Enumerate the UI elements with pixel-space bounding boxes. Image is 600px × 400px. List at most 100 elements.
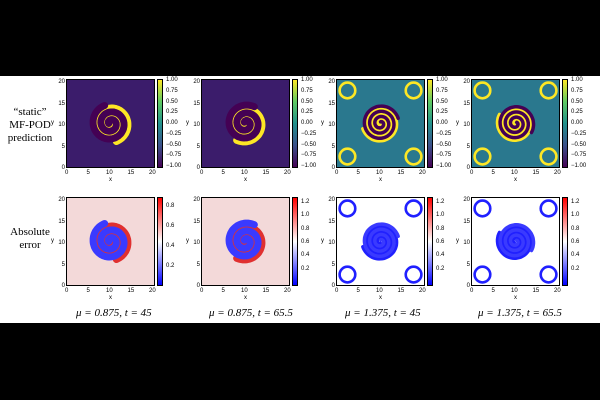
x-tick-label: 10: [376, 288, 383, 294]
prediction-heatmap: [337, 80, 424, 167]
x-tick-label: 10: [106, 288, 113, 294]
y-tick-label: 0: [466, 165, 470, 171]
x-tick-label: 15: [127, 288, 135, 294]
x-tick-label: 0: [470, 288, 474, 294]
x-tick-label: 10: [241, 288, 248, 294]
y-tick-label: 5: [61, 261, 65, 268]
error-heatmap: [337, 198, 424, 285]
colorbar-tick-label: 0.4: [166, 243, 175, 249]
colorbar-tick-label: −0.25: [436, 130, 452, 137]
y-tick-label: 5: [196, 143, 200, 150]
x-tick-label: 20: [284, 288, 291, 294]
x-tick-label: 15: [262, 170, 270, 176]
x-tick-label: 5: [356, 288, 360, 294]
colorbar-tick-label: 0.75: [436, 87, 448, 94]
colorbar-tick-label: −0.75: [571, 152, 587, 159]
x-tick-label: 0: [65, 170, 69, 176]
y-tick-label: 0: [331, 165, 335, 171]
colorbar-tick-label: 0.25: [436, 109, 448, 116]
colorbar-tick-label: −0.50: [301, 141, 317, 148]
colorbar-tick-label: 1.0: [436, 212, 445, 219]
x-tick-label: 5: [86, 288, 90, 294]
colorbar-tick-label: 0.25: [166, 109, 178, 116]
prediction-panel: 0 5 10 15 20 x 0 5 10 15 20 y 1.00 0.75 0.50 0.25 0.00 −0…: [186, 76, 320, 186]
error-heatmap: [202, 198, 289, 285]
error-panel: 0 5 10 15 20 x 0 5 10 15 20 y 1.2 1.0 0.8 0.6 0.4 0.2: [456, 194, 590, 304]
caption-2: μ = 0.875, t = 65.5: [209, 307, 293, 319]
x-tick-label: 0: [200, 170, 204, 176]
colorbar-tick-label: −1.00: [166, 163, 182, 169]
y-tick-label: 10: [58, 240, 65, 246]
prediction-heatmap: [202, 80, 289, 167]
colorbar-tick-label: 0.4: [571, 252, 580, 259]
colorbar-tick-label: −0.25: [301, 130, 317, 137]
row-label-prediction: “static” MF-POD prediction: [0, 106, 60, 145]
y-axis-label: y: [186, 120, 189, 126]
x-tick-label: 0: [65, 288, 69, 294]
prediction-panel: 0 5 10 15 20 x 0 5 10 15 20 y 1.00 0.75 0.50 0.25 0.00 −0…: [456, 76, 590, 186]
y-tick-label: 20: [193, 197, 200, 203]
plot-area: [336, 197, 425, 286]
colorbar: [562, 79, 568, 168]
y-tick-label: 20: [58, 79, 65, 85]
y-tick-label: 0: [196, 165, 200, 171]
y-tick-label: 10: [463, 122, 470, 128]
y-tick-label: 5: [196, 261, 200, 268]
x-tick-label: 15: [532, 170, 540, 176]
colorbar-tick-label: 0.50: [166, 98, 178, 105]
x-tick-label: 20: [419, 288, 426, 294]
y-tick-label: 15: [58, 100, 65, 107]
caption-1: μ = 0.875, t = 45: [76, 307, 152, 319]
y-axis-label: y: [321, 120, 324, 126]
error-panel: 0 5 10 15 20 x 0 5 10 15 20 y 1.2 1.0 0.8 0.6 0.4 0.2: [321, 194, 455, 304]
x-tick-label: 0: [470, 170, 474, 176]
plot-area: [66, 197, 155, 286]
colorbar-tick-label: 0.75: [166, 87, 178, 94]
error-heatmap: [472, 198, 559, 285]
colorbar-tick-label: 0.2: [571, 265, 580, 272]
colorbar: [562, 197, 568, 286]
colorbar-tick-label: 0.00: [166, 120, 178, 126]
x-tick-label: 20: [554, 170, 561, 176]
x-axis-label: x: [109, 295, 112, 301]
colorbar-tick-label: 0.50: [301, 98, 313, 105]
colorbar-tick-label: −1.00: [436, 163, 452, 169]
colorbar-tick-label: 0.00: [436, 120, 448, 126]
row-label-line: “static”: [13, 106, 47, 118]
colorbar-tick-label: −0.75: [166, 152, 182, 159]
y-axis-label: y: [186, 238, 189, 244]
error-heatmap: [67, 198, 154, 285]
colorbar-tick-label: 0.00: [571, 120, 583, 126]
colorbar-tick-label: 0.50: [571, 98, 583, 105]
colorbar-tick-label: −0.50: [436, 141, 452, 148]
colorbar-tick-label: 1.2: [301, 199, 310, 205]
figure: “static” MF-POD prediction Absolute erro…: [0, 76, 600, 323]
plot-area: [201, 197, 290, 286]
colorbar-tick-label: −0.50: [571, 141, 587, 148]
colorbar-tick-label: −0.75: [301, 152, 317, 159]
prediction-heatmap: [472, 80, 559, 167]
y-tick-label: 20: [328, 197, 335, 203]
x-axis-label: x: [379, 177, 382, 183]
y-tick-label: 20: [463, 79, 470, 85]
x-axis-label: x: [514, 177, 517, 183]
colorbar-tick-label: −1.00: [571, 163, 587, 169]
colorbar: [292, 79, 298, 168]
colorbar-tick-label: 0.8: [436, 225, 445, 232]
y-axis-label: y: [456, 238, 459, 244]
colorbar-tick-label: 0.50: [436, 98, 448, 105]
y-tick-label: 10: [328, 122, 335, 128]
colorbar-tick-label: 0.6: [166, 223, 175, 229]
y-tick-label: 15: [193, 218, 200, 225]
x-tick-label: 0: [335, 170, 339, 176]
error-panel: 0 5 10 15 20 x 0 5 10 15 20 y 0.8 0.6 0.4 0.2: [51, 194, 185, 304]
colorbar-tick-label: 0.6: [301, 239, 310, 245]
colorbar-tick-label: 0.25: [301, 109, 313, 116]
colorbar-tick-label: −1.00: [301, 163, 317, 169]
x-tick-label: 15: [397, 170, 405, 176]
y-tick-label: 5: [466, 143, 470, 150]
prediction-panel: 0 5 10 15 20 x 0 5 10 15 20 y 1.00 0.75 0.50 0.25 0.00 −0…: [321, 76, 455, 186]
y-tick-label: 20: [463, 197, 470, 203]
y-axis-label: y: [51, 238, 54, 244]
plot-area: [471, 197, 560, 286]
